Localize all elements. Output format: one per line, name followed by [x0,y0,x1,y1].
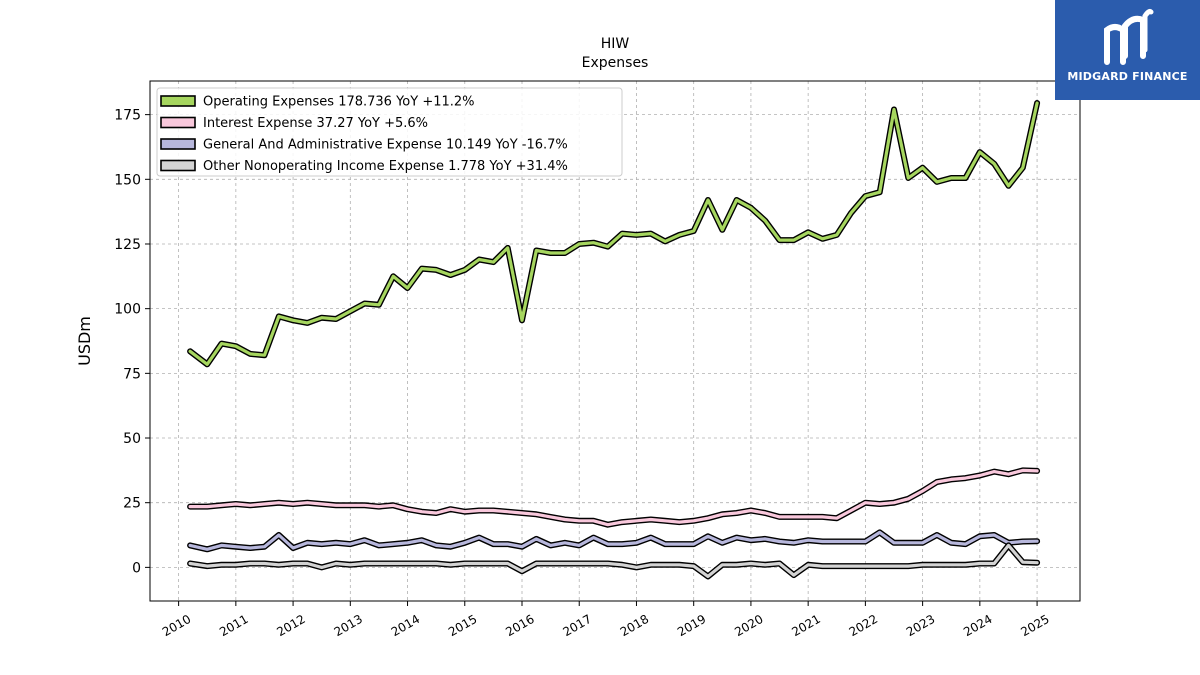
x-tick-label: 2014 [389,612,422,639]
legend-item: Operating Expenses 178.736 YoY +11.2% [160,95,475,110]
legend-box [156,87,623,177]
x-tick-label: 2018 [618,612,651,639]
series-line-outline [187,529,1041,553]
legend-label: Operating Expenses 178.736 YoY +11.2% [203,95,475,110]
series-4 [187,542,1041,580]
y-tick-label: 125 [114,237,141,253]
x-tick-label: 2010 [160,612,193,639]
legend-label: Interest Expense 37.27 YoY +5.6% [203,116,428,131]
x-tick-label: 2017 [561,612,594,639]
legend-swatch [160,159,196,172]
x-tick-label: 2021 [789,612,822,639]
y-axis-label: USDm [75,316,94,366]
series-2 [187,467,1041,528]
logo-text: MIDGARD FINANCE [1067,70,1188,83]
y-tick-label: 0 [132,560,141,576]
y-tick-label: 25 [123,496,141,512]
series-line-outline [187,542,1041,580]
legend: Operating Expenses 178.736 YoY +11.2% Int… [156,87,623,177]
y-tick-label: 150 [114,172,141,188]
y-tick-label: 175 [114,108,141,124]
legend-swatch [160,116,196,129]
x-tick-label: 2023 [904,612,937,639]
y-tick-label: 50 [123,431,141,447]
series-1 [187,100,1041,368]
series-line [188,101,1039,366]
logo-mark-icon [1104,9,1154,65]
x-tick-label: 2015 [446,612,479,639]
legend-label: Other Nonoperating Income Expense 1.778 … [203,159,568,174]
x-tick-label: 2011 [217,612,250,639]
legend-item: Interest Expense 37.27 YoY +5.6% [160,116,428,131]
x-tick-label: 2022 [847,612,880,639]
x-tick-label: 2013 [332,612,365,639]
legend-item: Other Nonoperating Income Expense 1.778 … [160,159,568,174]
series-line [188,530,1039,551]
series-3 [187,529,1041,553]
x-tick-label: 2024 [961,612,994,639]
series-line [188,543,1039,578]
x-tick-label: 2019 [675,612,708,639]
x-tick-label: 2012 [274,612,307,639]
series-line [188,468,1039,527]
series-layer [187,100,1041,580]
x-tick-label: 2020 [732,612,765,639]
plot-frame [149,80,1081,602]
x-tick-label: 2025 [1018,612,1051,639]
chart-title: HIW [601,36,630,52]
y-tick-label: 75 [123,366,141,382]
legend-swatch [160,138,196,150]
legend-label: General And Administrative Expense 10.14… [203,138,568,153]
chart-subtitle: Expenses [582,55,649,71]
brand-logo: MIDGARD FINANCE [1055,0,1200,100]
y-tick-label: 100 [114,302,141,318]
legend-swatch [160,95,196,107]
x-tick-label: 2016 [503,612,536,639]
legend-item: General And Administrative Expense 10.14… [160,138,568,153]
